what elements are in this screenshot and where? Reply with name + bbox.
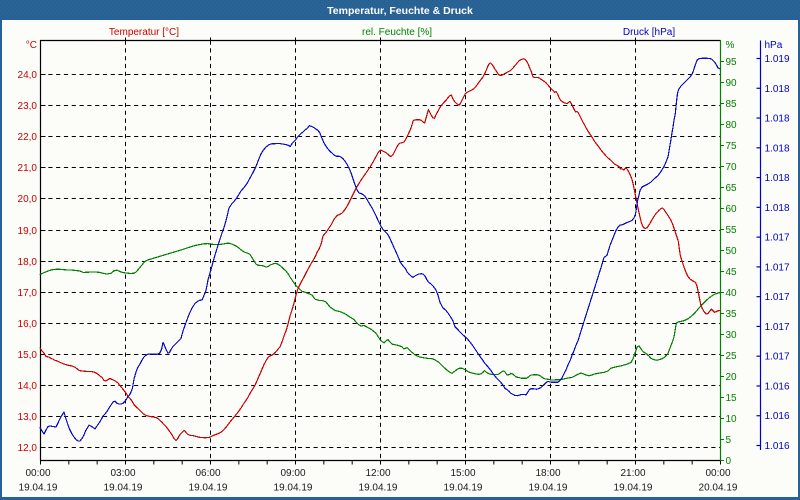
svg-text:1.018: 1.018 bbox=[765, 84, 790, 95]
svg-text:21:00: 21:00 bbox=[620, 468, 645, 479]
svg-text:1.017: 1.017 bbox=[765, 262, 790, 273]
svg-text:15,0: 15,0 bbox=[18, 350, 38, 361]
svg-text:1.018: 1.018 bbox=[765, 173, 790, 184]
svg-text:hPa: hPa bbox=[765, 40, 783, 51]
svg-text:19.04.19: 19.04.19 bbox=[104, 483, 143, 494]
svg-text:65: 65 bbox=[726, 183, 738, 194]
svg-text:20.04.19: 20.04.19 bbox=[699, 483, 738, 494]
svg-text:95: 95 bbox=[726, 57, 738, 68]
svg-text:19.04.19: 19.04.19 bbox=[359, 483, 398, 494]
svg-text:10: 10 bbox=[726, 414, 738, 425]
svg-text:Druck [hPa]: Druck [hPa] bbox=[623, 27, 675, 38]
svg-text:1.016: 1.016 bbox=[765, 411, 790, 422]
svg-text:18:00: 18:00 bbox=[535, 468, 560, 479]
svg-text:40: 40 bbox=[726, 288, 738, 299]
svg-text:09:00: 09:00 bbox=[280, 468, 305, 479]
svg-text:20: 20 bbox=[726, 372, 738, 383]
svg-text:15: 15 bbox=[726, 393, 738, 404]
svg-text:14,0: 14,0 bbox=[18, 381, 38, 392]
svg-text:22,0: 22,0 bbox=[18, 132, 38, 143]
svg-text:19.04.19: 19.04.19 bbox=[529, 483, 568, 494]
svg-text:Temperatur, Feuchte & Druck: Temperatur, Feuchte & Druck bbox=[327, 5, 473, 17]
svg-text:1.018: 1.018 bbox=[765, 203, 790, 214]
svg-text:80: 80 bbox=[726, 120, 738, 131]
svg-text:17,0: 17,0 bbox=[18, 288, 38, 299]
svg-text:Temperatur [°C]: Temperatur [°C] bbox=[109, 27, 179, 38]
svg-text:25: 25 bbox=[726, 351, 738, 362]
svg-text:0: 0 bbox=[726, 456, 732, 467]
svg-text:1.017: 1.017 bbox=[765, 322, 790, 333]
svg-text:1.018: 1.018 bbox=[765, 143, 790, 154]
svg-text:18,0: 18,0 bbox=[18, 257, 38, 268]
svg-text:19,0: 19,0 bbox=[18, 226, 38, 237]
svg-text:1.019: 1.019 bbox=[765, 54, 790, 65]
svg-text:23,0: 23,0 bbox=[18, 101, 38, 112]
svg-text:19.04.19: 19.04.19 bbox=[19, 483, 58, 494]
svg-text:35: 35 bbox=[726, 309, 738, 320]
svg-text:50: 50 bbox=[726, 246, 738, 257]
svg-text:00:00: 00:00 bbox=[705, 468, 730, 479]
svg-text:24,0: 24,0 bbox=[18, 70, 38, 81]
svg-text:45: 45 bbox=[726, 267, 738, 278]
svg-text:1.017: 1.017 bbox=[765, 233, 790, 244]
svg-text:19.04.19: 19.04.19 bbox=[614, 483, 653, 494]
svg-text:19.04.19: 19.04.19 bbox=[444, 483, 483, 494]
svg-text:%: % bbox=[726, 40, 735, 51]
svg-text:75: 75 bbox=[726, 141, 738, 152]
svg-text:15:00: 15:00 bbox=[450, 468, 475, 479]
svg-text:70: 70 bbox=[726, 162, 738, 173]
svg-text:00:00: 00:00 bbox=[25, 468, 50, 479]
svg-text:19.04.19: 19.04.19 bbox=[189, 483, 228, 494]
svg-text:13,0: 13,0 bbox=[18, 412, 38, 423]
svg-text:1.018: 1.018 bbox=[765, 114, 790, 125]
svg-text:12:00: 12:00 bbox=[365, 468, 390, 479]
svg-text:1.016: 1.016 bbox=[765, 381, 790, 392]
svg-text:06:00: 06:00 bbox=[195, 468, 220, 479]
svg-text:19.04.19: 19.04.19 bbox=[274, 483, 313, 494]
svg-text:60: 60 bbox=[726, 204, 738, 215]
svg-text:5: 5 bbox=[726, 435, 732, 446]
svg-text:1.017: 1.017 bbox=[765, 292, 790, 303]
svg-text:20,0: 20,0 bbox=[18, 194, 38, 205]
svg-text:90: 90 bbox=[726, 78, 738, 89]
svg-text:55: 55 bbox=[726, 225, 738, 236]
svg-text:°C: °C bbox=[26, 40, 37, 51]
svg-text:16,0: 16,0 bbox=[18, 319, 38, 330]
svg-text:03:00: 03:00 bbox=[110, 468, 135, 479]
svg-text:1.016: 1.016 bbox=[765, 441, 790, 452]
svg-text:12,0: 12,0 bbox=[18, 443, 38, 454]
svg-text:30: 30 bbox=[726, 330, 738, 341]
svg-text:1.017: 1.017 bbox=[765, 352, 790, 363]
svg-text:85: 85 bbox=[726, 99, 738, 110]
svg-text:rel. Feuchte [%]: rel. Feuchte [%] bbox=[362, 27, 432, 38]
svg-text:21,0: 21,0 bbox=[18, 163, 38, 174]
